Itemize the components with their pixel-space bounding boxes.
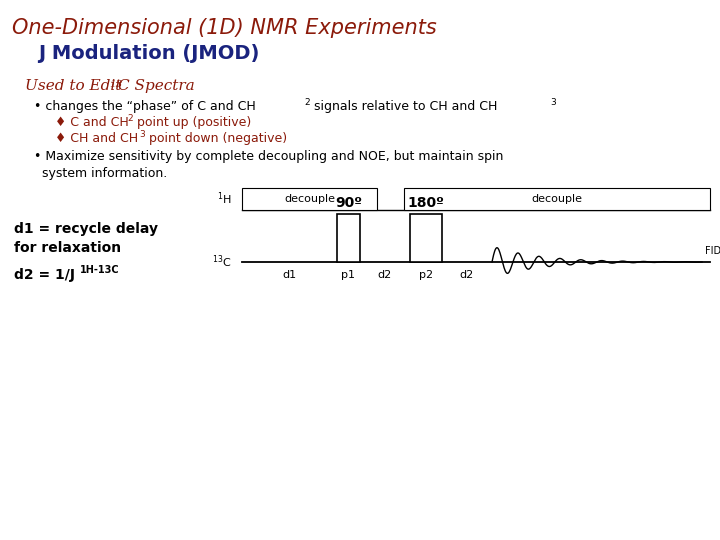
Bar: [337, 214, 360, 262]
Text: • Maximize sensitivity by complete decoupling and NOE, but maintain spin
  syste: • Maximize sensitivity by complete decou…: [34, 150, 503, 180]
Bar: [410, 214, 442, 262]
Text: ♦ C and CH: ♦ C and CH: [55, 116, 129, 129]
Text: One-Dimensional (1D) NMR Experiments: One-Dimensional (1D) NMR Experiments: [12, 18, 437, 38]
Text: $^{1}$H: $^{1}$H: [217, 191, 232, 207]
Text: d1 = recycle delay
for relaxation: d1 = recycle delay for relaxation: [14, 222, 158, 255]
Text: J Modulation (JMOD): J Modulation (JMOD): [38, 44, 259, 63]
Text: decouple: decouple: [284, 194, 335, 204]
Text: signals relative to CH and CH: signals relative to CH and CH: [310, 100, 498, 113]
Text: 2: 2: [127, 114, 132, 123]
Text: $^{13}$C: $^{13}$C: [212, 254, 232, 271]
Text: point up (positive): point up (positive): [133, 116, 251, 129]
Text: 90º: 90º: [335, 196, 362, 210]
Text: C Spectra: C Spectra: [118, 79, 194, 93]
Text: Used to Edit: Used to Edit: [25, 79, 126, 93]
Text: 3: 3: [139, 130, 145, 139]
Text: d2: d2: [378, 270, 392, 280]
Text: point down (negative): point down (negative): [145, 132, 287, 145]
Text: 1H-13C: 1H-13C: [80, 265, 120, 275]
Text: d1: d1: [282, 270, 297, 280]
Text: 180º: 180º: [408, 196, 444, 210]
Text: 3: 3: [550, 98, 556, 107]
Text: 13: 13: [109, 80, 122, 89]
Text: decouple: decouple: [531, 194, 582, 204]
Text: d2: d2: [460, 270, 474, 280]
Text: 2: 2: [304, 98, 310, 107]
Text: ♦ CH and CH: ♦ CH and CH: [55, 132, 138, 145]
Bar: [404, 188, 710, 210]
Text: d2 = 1/J: d2 = 1/J: [14, 268, 75, 282]
Text: FID: FID: [705, 246, 720, 256]
Text: • changes the “phase” of C and CH: • changes the “phase” of C and CH: [34, 100, 256, 113]
Bar: [242, 188, 377, 210]
Text: p2: p2: [419, 270, 433, 280]
Text: p1: p1: [341, 270, 356, 280]
